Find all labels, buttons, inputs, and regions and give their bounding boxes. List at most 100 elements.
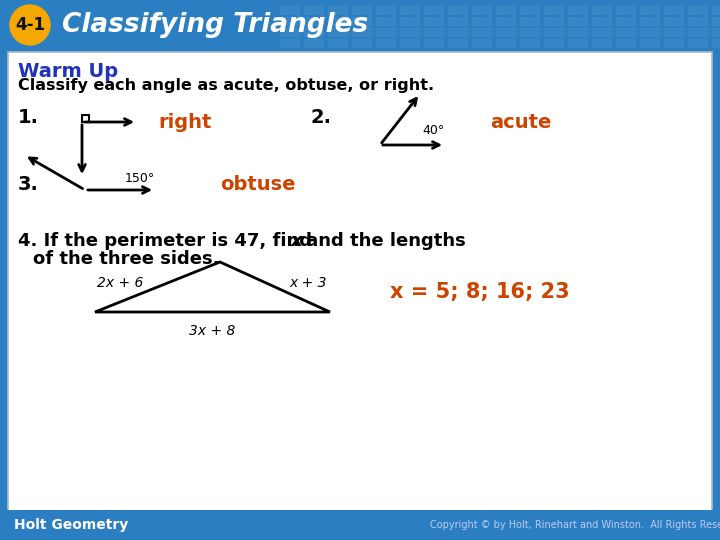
Text: 3.: 3. (18, 175, 39, 194)
Bar (376, 17, 395, 25)
Bar (568, 28, 587, 36)
Bar (280, 39, 299, 47)
FancyBboxPatch shape (8, 52, 712, 512)
Bar (472, 39, 491, 47)
Bar (568, 39, 587, 47)
Bar (712, 39, 720, 47)
Bar (616, 6, 635, 14)
Bar (352, 28, 371, 36)
Bar (328, 17, 347, 25)
Bar (496, 28, 515, 36)
Polygon shape (95, 262, 330, 312)
Text: 4-1: 4-1 (15, 16, 45, 34)
Bar (82, 115, 89, 122)
Bar (712, 17, 720, 25)
Bar (400, 28, 419, 36)
Bar (448, 17, 467, 25)
Bar (424, 28, 443, 36)
Text: x = 5; 8; 16; 23: x = 5; 8; 16; 23 (390, 282, 570, 302)
Text: x: x (291, 232, 302, 250)
Bar (400, 6, 419, 14)
Bar (280, 17, 299, 25)
Bar (568, 17, 587, 25)
Bar (352, 39, 371, 47)
Bar (304, 28, 323, 36)
Text: 150°: 150° (125, 172, 156, 185)
Bar (688, 6, 707, 14)
Bar (376, 39, 395, 47)
Bar (352, 6, 371, 14)
Bar (544, 17, 563, 25)
Bar (496, 6, 515, 14)
Bar (616, 39, 635, 47)
Bar (592, 17, 611, 25)
Text: Warm Up: Warm Up (18, 62, 118, 81)
Bar (520, 17, 539, 25)
Text: right: right (158, 112, 212, 132)
Bar (304, 6, 323, 14)
Bar (400, 39, 419, 47)
Bar (328, 39, 347, 47)
Bar (352, 17, 371, 25)
Bar (496, 39, 515, 47)
Bar (448, 28, 467, 36)
Bar (280, 28, 299, 36)
Bar (664, 39, 683, 47)
Bar (472, 6, 491, 14)
Bar (640, 17, 659, 25)
Bar (448, 39, 467, 47)
Bar (328, 28, 347, 36)
Bar (568, 6, 587, 14)
Text: 1.: 1. (18, 108, 39, 127)
Bar (712, 6, 720, 14)
Bar (400, 17, 419, 25)
Bar (640, 6, 659, 14)
Bar (688, 17, 707, 25)
Bar (0, 0, 720, 50)
Text: obtuse: obtuse (220, 176, 295, 194)
Bar (640, 39, 659, 47)
Bar (616, 17, 635, 25)
Bar (472, 17, 491, 25)
Bar (496, 17, 515, 25)
Bar (640, 28, 659, 36)
Text: x + 3: x + 3 (289, 276, 326, 290)
Bar (424, 6, 443, 14)
Bar (376, 6, 395, 14)
Bar (712, 28, 720, 36)
Bar (376, 28, 395, 36)
Bar (592, 28, 611, 36)
Bar (664, 6, 683, 14)
Text: Holt Geometry: Holt Geometry (14, 518, 128, 532)
Text: Classify each angle as acute, obtuse, or right.: Classify each angle as acute, obtuse, or… (18, 78, 434, 93)
Bar (544, 28, 563, 36)
Bar (280, 6, 299, 14)
Text: and the lengths: and the lengths (300, 232, 466, 250)
Bar (544, 39, 563, 47)
Bar (520, 39, 539, 47)
Text: 3x + 8: 3x + 8 (189, 324, 235, 338)
Text: Copyright © by Holt, Rinehart and Winston.  All Rights Reserved.: Copyright © by Holt, Rinehart and Winsto… (430, 520, 720, 530)
Text: 4. If the perimeter is 47, find: 4. If the perimeter is 47, find (18, 232, 318, 250)
Bar (688, 28, 707, 36)
Bar (0, 510, 720, 540)
Bar (448, 6, 467, 14)
Bar (688, 39, 707, 47)
Bar (304, 17, 323, 25)
Bar (592, 39, 611, 47)
Bar (424, 39, 443, 47)
Bar (664, 17, 683, 25)
Bar (328, 6, 347, 14)
Bar (424, 17, 443, 25)
Bar (616, 28, 635, 36)
Bar (520, 6, 539, 14)
Bar (592, 6, 611, 14)
Text: Classifying Triangles: Classifying Triangles (62, 12, 368, 38)
Bar (664, 28, 683, 36)
Circle shape (10, 5, 50, 45)
Text: 2x + 6: 2x + 6 (97, 276, 143, 290)
Text: of the three sides.: of the three sides. (33, 250, 220, 268)
Bar (472, 28, 491, 36)
Bar (544, 6, 563, 14)
Text: 2.: 2. (310, 108, 331, 127)
